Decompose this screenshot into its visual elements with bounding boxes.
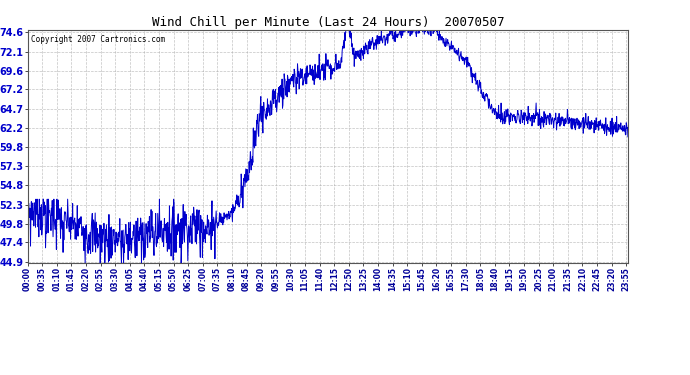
Text: Copyright 2007 Cartronics.com: Copyright 2007 Cartronics.com <box>30 34 165 44</box>
Title: Wind Chill per Minute (Last 24 Hours)  20070507: Wind Chill per Minute (Last 24 Hours) 20… <box>152 16 504 29</box>
